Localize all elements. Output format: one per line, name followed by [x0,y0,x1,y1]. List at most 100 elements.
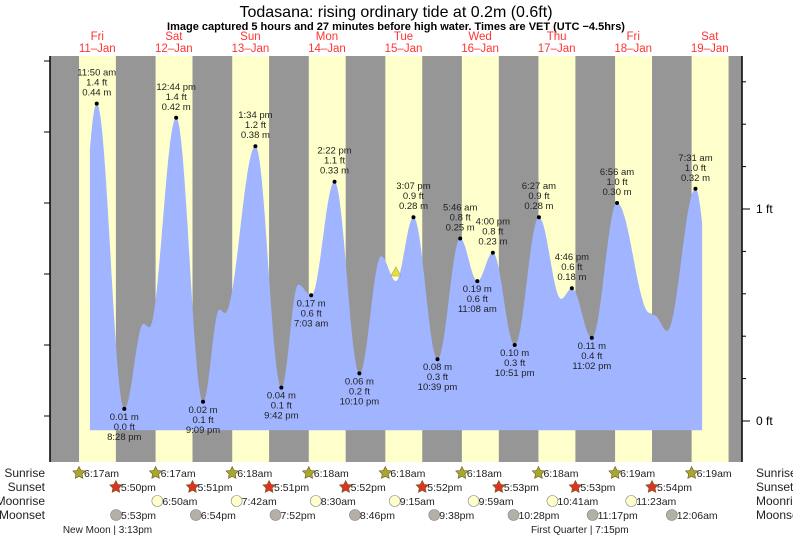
low-tide-label-time: 10:10 pm [340,396,380,407]
sunset-time: 5:51pm [198,482,233,494]
day-label-date: 19–Jan [691,43,729,55]
day-label-dow: Fri [626,31,639,43]
high-tide-label-ft: 1.4 ft [86,78,107,89]
moonset-icon [190,509,202,521]
sunrise-icon [531,465,546,479]
high-tide-point [458,236,463,241]
sunrise-time: 6:18am [237,468,272,480]
low-tide-label-time: 11:02 pm [572,361,611,372]
moonrise-time: 7:42am [242,496,277,508]
moonrise-time: 10:41am [557,496,598,508]
low-tide-label-ft: 0.0 ft [114,422,135,433]
high-tide-label-m: 0.25 m [446,223,475,234]
low-tide-label-ft: 0.3 ft [504,358,525,369]
low-tide-point [279,385,284,390]
moonset-icon [665,509,678,521]
high-tide-label-time: 11:50 am [77,68,116,79]
moonrise-icon [309,495,322,507]
moonset-icon [428,509,441,521]
low-tide-label-ft: 0.4 ft [581,351,602,362]
day-label-dow: Wed [468,31,491,43]
day-label-date: 11–Jan [79,43,116,55]
low-tide-label-time: 10:39 pm [418,382,458,393]
low-tide-point [357,371,362,376]
low-tide-label-m: 0.01 m [110,412,139,423]
high-tide-label-ft: 1.0 ft [685,163,706,174]
high-tide-label-time: 5:46 am [443,203,477,214]
low-tide-point [201,399,206,404]
day-label-dow: Tue [394,31,413,43]
low-tide-label-time: 8:28 pm [107,432,141,443]
sunrise-icon [148,465,163,479]
high-tide-point [569,286,574,291]
high-tide-label-m: 0.38 m [241,130,270,141]
low-tide-label-m: 0.08 m [423,362,452,373]
moonset-time: 6:54pm [201,510,236,522]
high-tide-point [536,215,541,220]
sunrise-time: 6:19am [620,468,655,480]
sunrise-time: 6:17am [161,468,196,480]
moonset-time: 12:06am [677,510,718,522]
moonrise-icon [625,495,638,507]
sunset-time: 5:52pm [351,482,386,494]
high-tide-label-time: 2:22 pm [317,146,351,157]
low-tide-label-time: 7:03 am [294,318,328,329]
high-tide-label-m: 0.23 m [478,237,507,248]
row-label-moonset-right: Moonset [756,508,793,522]
high-tide-label-m: 0.33 m [320,166,349,177]
sunrise-icon [455,465,469,479]
high-tide-label-m: 0.30 m [603,187,632,198]
sunset-time: 5:54pm [657,482,692,494]
day-label-date: 17–Jan [538,43,576,55]
low-tide-label-m: 0.10 m [500,348,529,359]
low-tide-point [512,343,517,347]
moon-phase-label: First Quarter | 7:15pm [531,525,629,536]
row-label-sunrise-right: Sunrise [756,466,793,480]
low-tide-label-ft: 0.6 ft [467,294,488,305]
day-label-date: 14–Jan [308,43,346,55]
high-tide-label-time: 7:31 am [678,153,712,164]
sunrise-icon [684,465,699,479]
day-label-dow: Thu [547,31,567,43]
high-tide-label-ft: 1.1 ft [324,156,345,167]
day-labels: Fri11–JanSat12–JanSun13–JanMon14–JanTue1… [79,31,729,55]
axes: 0 ft 1 ft [44,56,773,462]
low-tide-point [122,406,127,411]
day-label-dow: Sat [165,31,183,43]
high-tide-label-m: 0.28 m [524,201,553,212]
high-tide-point [94,101,99,106]
high-tide-point [693,186,698,191]
low-tide-point [589,335,594,340]
high-tide-point [615,201,620,205]
sunset-icon [338,479,353,493]
day-label-date: 13–Jan [232,43,270,55]
moonset-icon [110,509,122,521]
high-tide-point [174,115,179,120]
moonrise-icon [467,495,480,507]
moonset-icon [507,509,520,521]
day-label-date: 18–Jan [614,43,652,55]
current-tide-marker [390,266,402,277]
moonset-icon [586,509,599,521]
high-tide-label-ft: 0.8 ft [482,227,503,238]
high-tide-label-time: 3:07 pm [396,181,430,192]
row-label-sunset: Sunset [8,480,46,494]
low-tide-label-m: 0.04 m [267,391,296,402]
moonrise-time: 9:59am [479,496,514,508]
low-tide-label-ft: 0.6 ft [301,308,322,319]
moon-phase-label: New Moon | 3:13pm [63,525,152,536]
day-label-dow: Sat [701,31,719,43]
low-tide-point [435,357,440,362]
row-label-sunset-right: Sunset [756,480,793,494]
low-tide-label-ft: 0.1 ft [271,401,292,412]
low-tide-label-m: 0.19 m [463,284,492,295]
high-tide-point [490,250,495,255]
right-axis-label: 1 ft [756,202,773,216]
sunrise-time: 6:17am [84,468,119,480]
day-label-date: 12–Jan [155,43,193,55]
sunrise-time: 6:18am [543,468,578,480]
sunset-time: 5:53pm [580,482,615,494]
day-label-dow: Sun [240,31,260,43]
